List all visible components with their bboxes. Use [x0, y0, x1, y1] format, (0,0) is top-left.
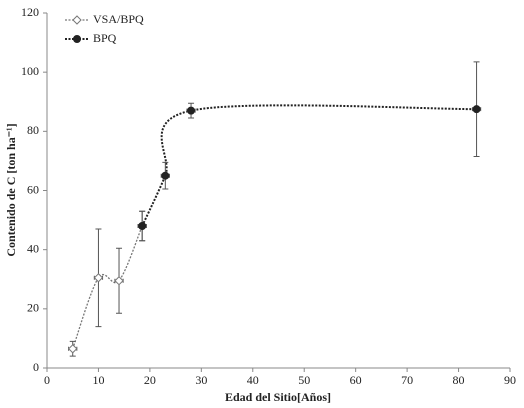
y-tick-label: 0 [33, 360, 39, 374]
x-tick-label: 80 [453, 373, 465, 387]
data-point [68, 344, 78, 354]
series-line [72, 225, 143, 349]
data-point [114, 276, 124, 286]
x-axis-label: Edad del Sitio[Años] [225, 390, 331, 404]
x-tick-label: 0 [44, 373, 50, 387]
data-point [472, 105, 481, 114]
data-point [161, 171, 170, 180]
x-tick-label: 50 [298, 373, 310, 387]
legend-label: BPQ [93, 31, 117, 45]
y-tick-label: 100 [21, 64, 39, 78]
x-tick-label: 40 [247, 373, 259, 387]
x-tick-label: 20 [144, 373, 156, 387]
data-point [187, 106, 196, 115]
y-tick-label: 60 [27, 182, 39, 196]
x-tick-label: 90 [504, 373, 516, 387]
data-point [93, 273, 104, 283]
y-tick-label: 80 [27, 123, 39, 137]
legend-marker [73, 35, 81, 43]
x-tick-label: 70 [401, 373, 413, 387]
x-tick-label: 60 [350, 373, 362, 387]
data-point [138, 222, 147, 230]
y-axis-label: Contenido de C [ton ha⁻¹] [4, 123, 18, 256]
legend-marker [72, 15, 82, 25]
legend-label: VSA/BPQ [93, 12, 144, 26]
y-tick-label: 40 [27, 241, 39, 255]
y-tick-label: 20 [27, 301, 39, 315]
x-tick-label: 10 [92, 373, 104, 387]
x-tick-label: 30 [195, 373, 207, 387]
y-tick-label: 120 [21, 5, 39, 19]
series-line [141, 104, 477, 227]
